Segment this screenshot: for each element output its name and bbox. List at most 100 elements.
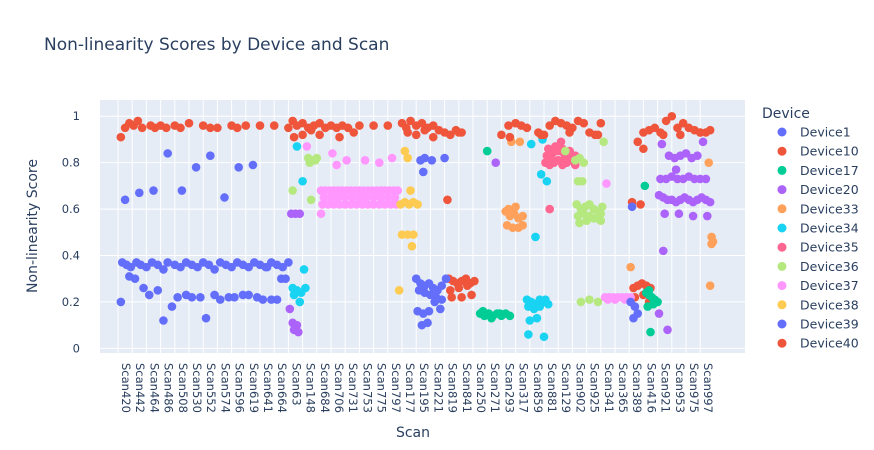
data-point xyxy=(193,262,202,272)
data-point xyxy=(593,297,603,307)
legend-item-device20[interactable]: Device20 xyxy=(777,182,859,197)
x-tick-label: Scan195 xyxy=(417,363,431,413)
legend-item-device17[interactable]: Device17 xyxy=(777,163,859,178)
y-tick-label: 0.2 xyxy=(62,295,80,309)
legend-item-device40[interactable]: Device40 xyxy=(777,336,859,351)
x-tick-label: Scan464 xyxy=(147,363,161,413)
data-point xyxy=(340,193,350,202)
x-tick-label: Scan641 xyxy=(261,363,275,413)
data-point xyxy=(525,316,535,325)
legend-marker xyxy=(777,204,787,214)
data-point xyxy=(627,202,637,212)
data-point xyxy=(602,179,611,188)
data-point xyxy=(142,262,151,272)
data-point xyxy=(671,165,681,174)
data-point xyxy=(289,132,299,142)
data-point xyxy=(387,153,397,163)
legend-label: Device39 xyxy=(800,317,859,332)
legend-marker xyxy=(777,223,787,233)
legend-item-device37[interactable]: Device37 xyxy=(777,278,859,293)
series-device37 xyxy=(302,142,635,304)
data-point xyxy=(524,330,533,339)
data-point xyxy=(585,295,594,304)
data-point xyxy=(663,325,672,335)
data-point xyxy=(328,149,337,158)
data-point xyxy=(658,246,668,256)
data-point xyxy=(343,123,353,133)
x-tick-label: Scan859 xyxy=(531,363,545,413)
x-tick-label: Scan365 xyxy=(616,363,630,413)
legend-marker xyxy=(777,165,787,175)
data-point xyxy=(678,118,688,128)
legend-item-device38[interactable]: Device38 xyxy=(777,297,859,312)
data-point xyxy=(420,125,430,135)
legend-item-device1[interactable]: Device1 xyxy=(777,125,851,140)
legend-title: Device xyxy=(762,106,810,122)
data-point xyxy=(596,118,606,128)
series-device40 xyxy=(116,111,715,154)
data-point xyxy=(626,262,635,272)
series-device36 xyxy=(288,137,608,307)
data-point xyxy=(579,118,589,128)
data-point xyxy=(644,286,654,295)
x-tick-label: Scan841 xyxy=(460,363,474,413)
data-point xyxy=(657,139,667,149)
data-point xyxy=(673,123,682,133)
data-point xyxy=(390,193,400,202)
data-point xyxy=(491,158,501,167)
data-point xyxy=(511,202,520,212)
data-point xyxy=(640,181,650,191)
data-point xyxy=(545,204,554,214)
data-point xyxy=(348,193,357,202)
y-axis-title: Non-linearity Score xyxy=(25,159,41,293)
data-point xyxy=(646,327,655,337)
x-tick-label: Scan389 xyxy=(630,363,644,413)
data-point xyxy=(369,121,378,130)
data-point xyxy=(536,169,546,179)
data-point xyxy=(565,128,574,137)
data-point xyxy=(409,230,418,239)
data-point xyxy=(298,130,307,140)
legend[interactable]: Device Device1 Device10 Device17 Device20 De… xyxy=(762,106,859,351)
legend-item-device39[interactable]: Device39 xyxy=(777,317,859,332)
data-point xyxy=(220,193,229,202)
legend-item-device33[interactable]: Device33 xyxy=(777,201,859,216)
data-point xyxy=(504,121,513,130)
x-tick-label: Scan664 xyxy=(275,363,289,413)
legend-item-device34[interactable]: Device34 xyxy=(777,221,859,236)
data-point xyxy=(167,302,177,311)
data-point xyxy=(445,130,455,140)
legend-item-device36[interactable]: Device36 xyxy=(777,259,859,274)
data-point xyxy=(636,200,645,209)
data-point xyxy=(437,295,447,304)
data-point xyxy=(393,186,403,195)
data-point xyxy=(603,295,613,304)
data-point xyxy=(292,142,302,151)
data-point xyxy=(599,137,608,147)
data-point xyxy=(674,209,684,219)
data-point xyxy=(298,176,307,186)
data-point xyxy=(177,186,187,195)
legend-label: Device37 xyxy=(800,278,859,293)
legend-item-device35[interactable]: Device35 xyxy=(777,240,859,255)
x-tick-label: Scan975 xyxy=(687,363,701,413)
data-point xyxy=(531,232,540,242)
data-point xyxy=(522,123,532,133)
data-point xyxy=(163,258,172,267)
data-point xyxy=(355,193,364,202)
data-point xyxy=(153,260,163,270)
x-tick-label: Scan508 xyxy=(176,363,190,413)
legend-item-device10[interactable]: Device10 xyxy=(777,144,859,159)
data-point xyxy=(161,123,171,133)
data-point xyxy=(306,125,316,135)
data-point xyxy=(579,158,589,167)
data-point xyxy=(427,156,437,165)
data-point xyxy=(658,130,668,140)
x-tick-label: Scan250 xyxy=(474,363,488,413)
data-point xyxy=(184,118,194,128)
legend-label: Device20 xyxy=(800,182,859,197)
legend-marker xyxy=(777,300,787,310)
data-point xyxy=(333,193,343,202)
data-point xyxy=(176,123,185,133)
data-point xyxy=(284,258,293,267)
